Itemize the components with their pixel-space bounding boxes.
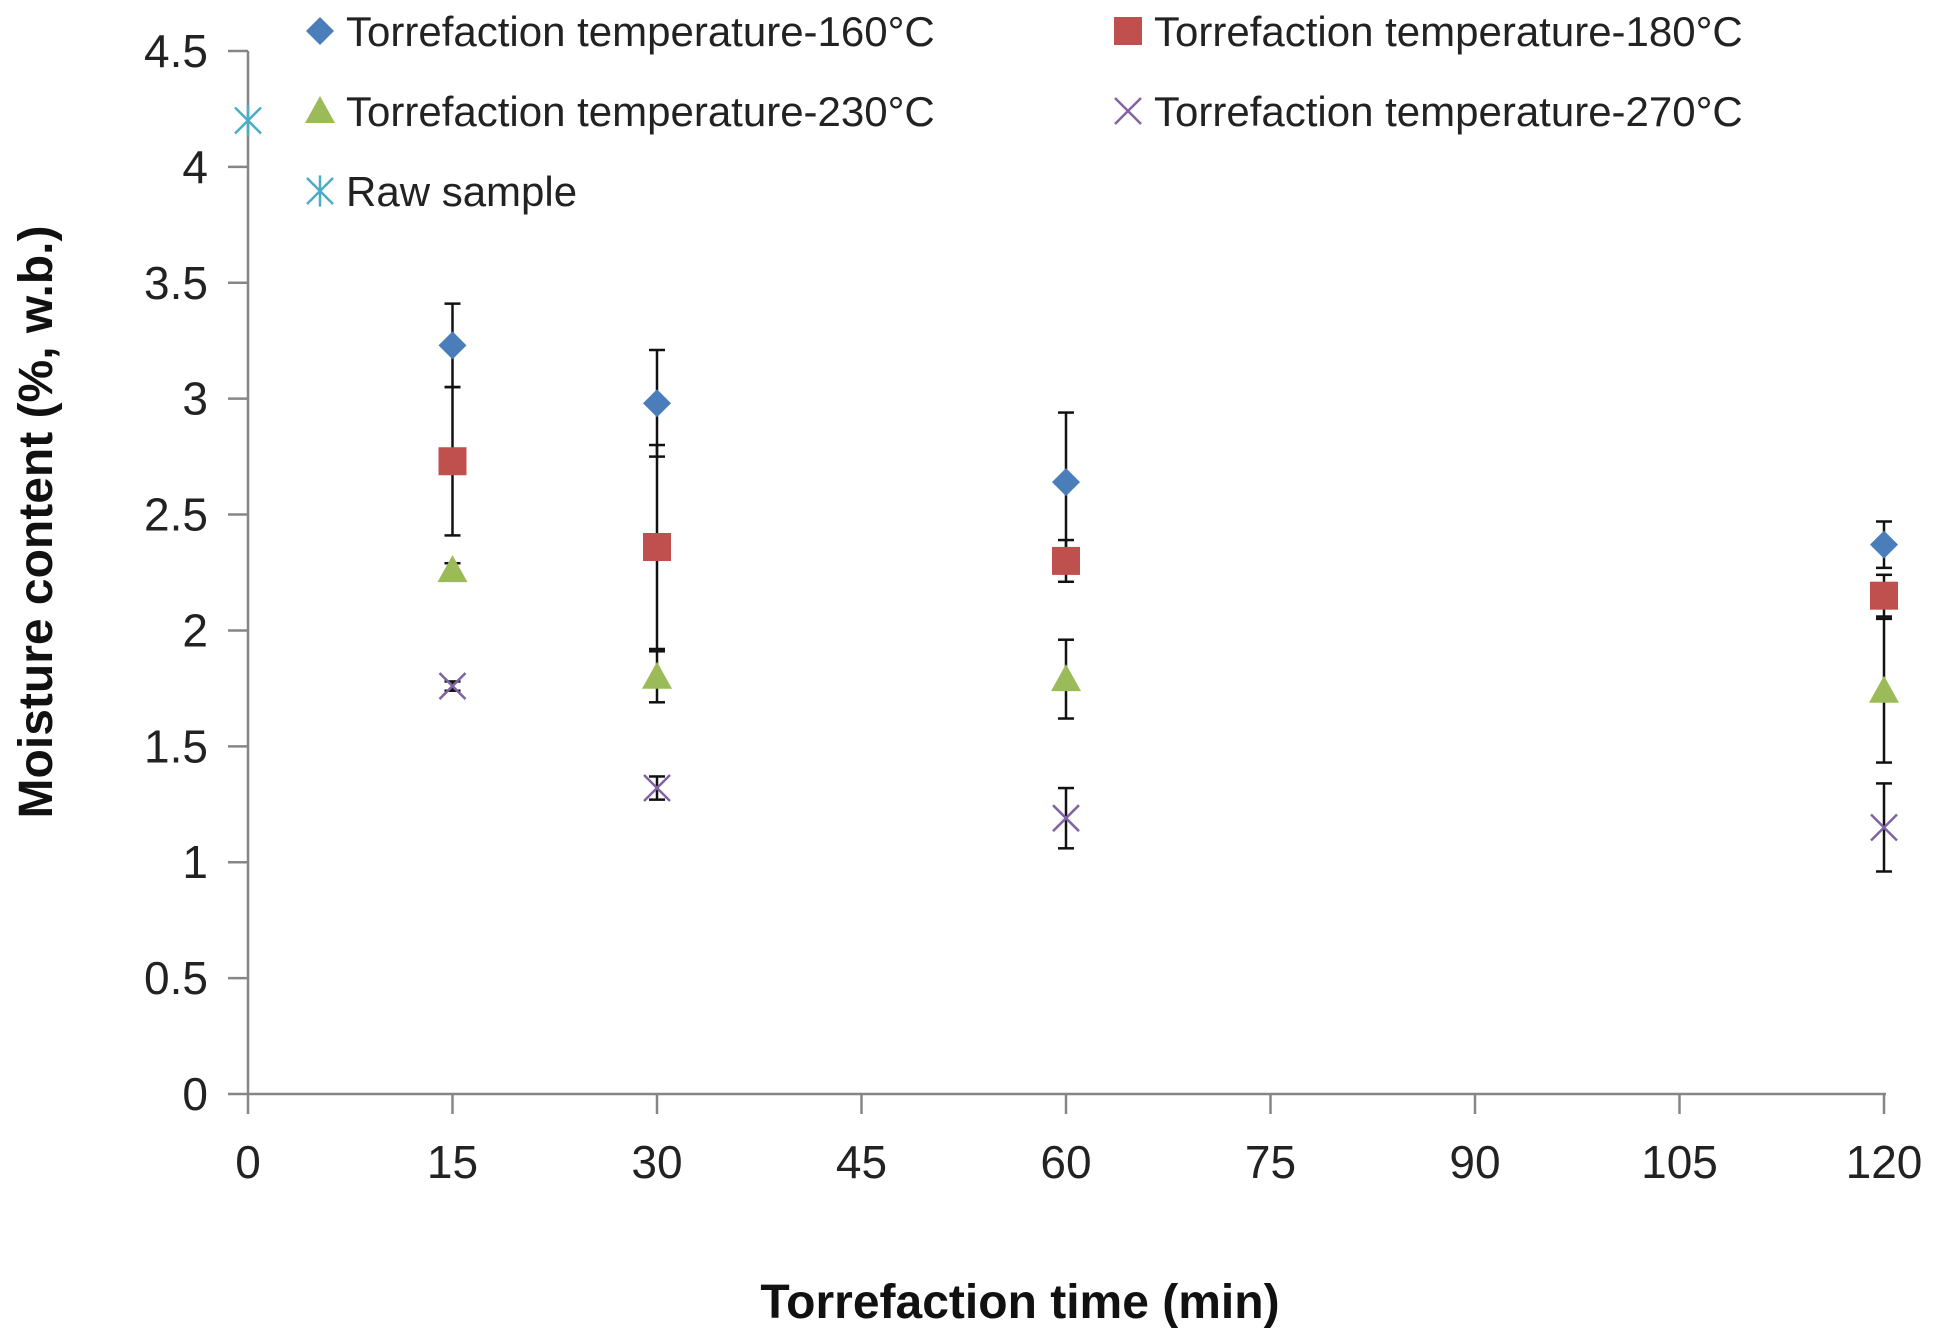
data-point-triangle (1051, 664, 1081, 692)
x-tick-label: 0 (235, 1136, 261, 1188)
y-tick-label: 1 (182, 836, 208, 888)
marker-stroke (1870, 813, 1898, 842)
y-tick-label: 2 (182, 604, 208, 656)
error-bars (444, 302, 1892, 873)
marker-stroke (643, 774, 671, 802)
x-tick-label: 75 (1245, 1136, 1296, 1188)
data-point-triangle (1869, 675, 1899, 703)
data-point-square (1870, 581, 1898, 610)
x-tick-label: 15 (427, 1136, 478, 1188)
data-point-x (1870, 813, 1898, 842)
y-tick-label: 0.5 (144, 952, 208, 1004)
data-point-triangle (437, 555, 468, 583)
marker-stroke (1114, 97, 1142, 125)
y-tick-label: 3 (182, 373, 208, 425)
legend-entry: Torrefaction temperature-180°C (1114, 8, 1743, 55)
data-point-star (234, 104, 262, 137)
data-point-square (643, 533, 671, 562)
legend: Torrefaction temperature-160°C Torrefacti… (305, 8, 1743, 215)
y-tick-label: 4.5 (144, 25, 208, 77)
y-tick-label: 1.5 (144, 720, 208, 772)
legend-label: Raw sample (346, 168, 577, 215)
marker-stroke (438, 672, 467, 700)
x-axis-title: Torrefaction time (min) (760, 1276, 1279, 1329)
data-point-diamond (438, 331, 467, 360)
data-point-diamond (643, 389, 671, 418)
data-point-x (643, 774, 671, 802)
y-tick-label: 4 (182, 141, 208, 193)
y-tick-label: 2.5 (144, 489, 208, 541)
data-point-x (438, 672, 467, 700)
legend-label: Torrefaction temperature-160°C (346, 8, 935, 55)
data-point-x (1052, 804, 1080, 833)
x-tick-label: 105 (1641, 1136, 1718, 1188)
data-point-triangle (642, 661, 672, 689)
legend-marker-x (1114, 97, 1142, 125)
legend-marker-star (306, 175, 334, 207)
axes: 0 0.5 1 1.5 2 2.5 3 3.5 4 4.5 0 15 30 45 60 75 90 105 120 (144, 25, 1922, 1188)
y-tick-label: 0 (182, 1068, 208, 1120)
data-point-diamond (1870, 530, 1898, 559)
legend-label: Torrefaction temperature-230°C (346, 88, 935, 135)
x-tick-label: 30 (631, 1136, 682, 1188)
legend-marker-triangle (305, 96, 335, 123)
data-point-square (438, 447, 467, 476)
legend-entry: Raw sample (306, 168, 577, 215)
x-tick-label: 45 (836, 1136, 887, 1188)
legend-entry: Torrefaction temperature-270°C (1114, 88, 1743, 135)
legend-entry: Torrefaction temperature-160°C (306, 8, 935, 55)
marker-stroke (1052, 804, 1080, 833)
x-tick-label: 120 (1846, 1136, 1923, 1188)
legend-marker-diamond (306, 17, 334, 45)
legend-marker-square (1114, 17, 1142, 45)
legend-entry: Torrefaction temperature-230°C (305, 88, 935, 135)
x-tick-label: 90 (1449, 1136, 1500, 1188)
data-point-diamond (1052, 468, 1080, 497)
x-tick-label: 60 (1040, 1136, 1091, 1188)
legend-label: Torrefaction temperature-180°C (1154, 8, 1743, 55)
data-markers (234, 104, 1899, 842)
data-point-square (1052, 546, 1080, 575)
y-axis-title: Moisture content (%, w.b.) (10, 226, 63, 819)
y-tick-label: 3.5 (144, 257, 208, 309)
legend-label: Torrefaction temperature-270°C (1154, 88, 1743, 135)
